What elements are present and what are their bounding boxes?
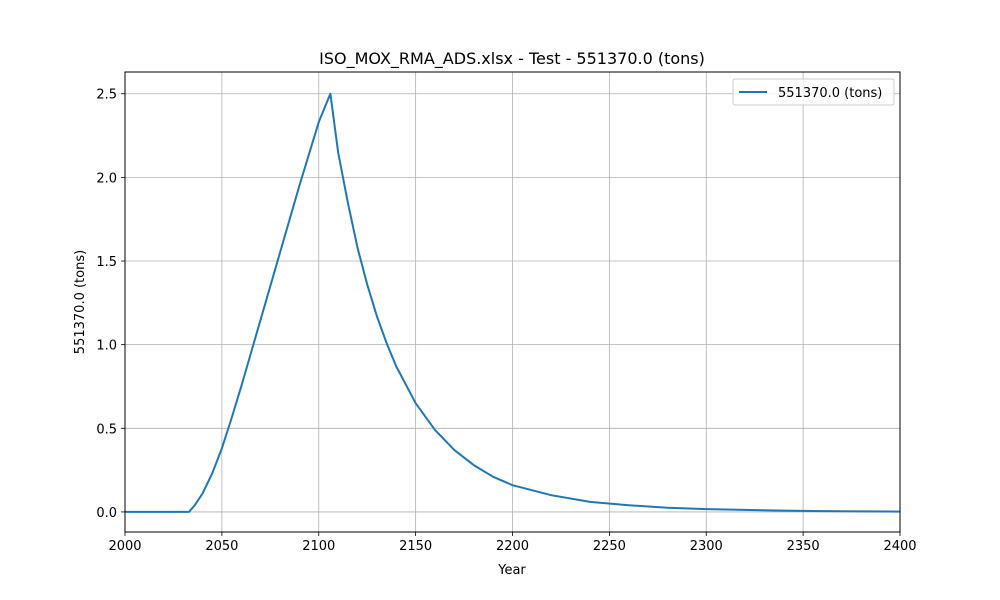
y-tick-label: 2.5 [96, 88, 117, 103]
y-tick-label: 1.0 [96, 339, 117, 354]
x-axis-label: Year [497, 563, 526, 578]
x-tick-label: 2350 [787, 539, 820, 554]
series-layer [125, 92, 901, 513]
legend: 551370.0 (tons) [732, 78, 895, 106]
y-axis-label: 551370.0 (tons) [73, 250, 88, 354]
x-tick-label: 2250 [593, 539, 626, 554]
x-tick-label: 2000 [108, 539, 141, 554]
series-line [125, 92, 901, 513]
y-tick-label: 0.0 [96, 506, 117, 521]
x-tick-label: 2300 [690, 539, 723, 554]
x-tick-label: 2100 [302, 539, 335, 554]
x-tick-label: 2050 [205, 539, 238, 554]
y-tick-label: 2.0 [96, 171, 117, 186]
ticks: 2000 2050 2100 2150 2200 2250 2300 2350 2400 0.0 0… [96, 88, 916, 554]
chart-title: ISO_MOX_RMA_ADS.xlsx - Test - 551370.0 (… [319, 49, 705, 69]
x-tick-label: 2400 [883, 539, 916, 554]
y-tick-label: 1.5 [96, 255, 117, 270]
legend-box [732, 78, 895, 106]
x-tick-label: 2150 [399, 539, 432, 554]
y-tick-label: 0.5 [96, 422, 117, 437]
x-tick-label: 2200 [496, 539, 529, 554]
legend-label: 551370.0 (tons) [778, 86, 882, 101]
